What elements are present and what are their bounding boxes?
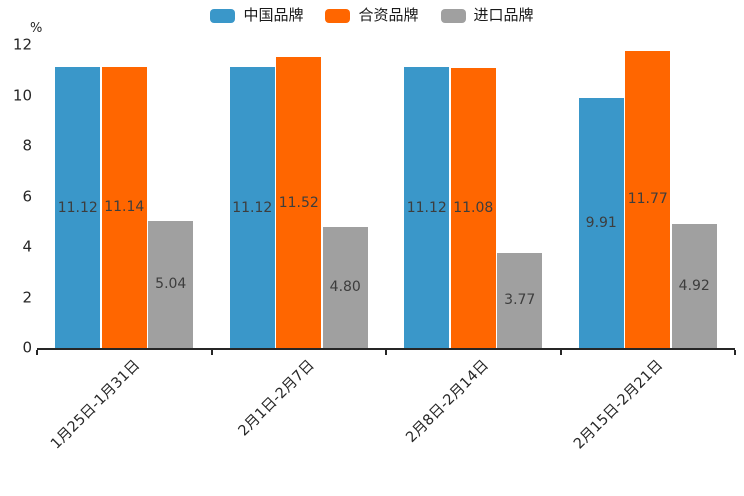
bar[interactable]: [671, 223, 717, 348]
bar-value-label: 11.12: [406, 199, 447, 216]
legend-swatch-icon: [210, 8, 236, 23]
bar[interactable]: [625, 50, 671, 348]
bar-value-label: 5.04: [155, 276, 187, 293]
bar-value-label: 11.12: [57, 199, 98, 216]
bar-value-label: 11.52: [278, 194, 319, 211]
bar[interactable]: [404, 67, 450, 348]
bar[interactable]: [497, 252, 543, 348]
bar[interactable]: [229, 67, 275, 348]
y-tick-label: 10: [12, 86, 32, 104]
legend-swatch-icon: [440, 8, 466, 23]
legend-item-series-1[interactable]: 中国品牌: [210, 8, 303, 23]
bar-value-label: 11.12: [232, 199, 273, 216]
x-category-label: 2月15日-2月21日: [571, 357, 667, 453]
y-tick-label: 12: [12, 35, 32, 54]
bar[interactable]: [148, 220, 194, 348]
x-axis-tick: [734, 350, 736, 355]
legend-item-series-2[interactable]: 合资品牌: [325, 6, 419, 24]
y-tick-label: 2: [22, 288, 32, 306]
bar[interactable]: [578, 97, 624, 348]
x-axis-tick: [210, 350, 213, 355]
x-category-label: 1月25日-1月31日: [47, 357, 143, 453]
bar-value-label: 3.77: [504, 292, 536, 309]
legend: 中国品牌 合资品牌 进口品牌: [0, 8, 744, 23]
legend-item-label: 中国品牌: [243, 6, 304, 24]
y-tick-label: 0: [22, 338, 32, 357]
x-axis-tick: [36, 350, 38, 355]
legend-item-label: 进口品牌: [473, 6, 534, 24]
x-category-label: 2月8日-2月14日: [403, 357, 492, 446]
bar[interactable]: [101, 66, 147, 348]
bar-value-label: 11.14: [104, 199, 145, 216]
x-category-label: 2月1日-2月7日: [235, 357, 318, 440]
y-axis-unit-label: %: [30, 21, 43, 36]
bar-value-label: 11.08: [453, 200, 494, 217]
bar[interactable]: [450, 68, 496, 348]
bar-value-label: 9.91: [585, 214, 617, 231]
y-tick-label: 4: [22, 237, 32, 256]
bar-value-label: 4.80: [329, 279, 361, 296]
x-axis-tick: [385, 350, 387, 355]
legend-item-label: 合资品牌: [358, 6, 419, 24]
bar[interactable]: [55, 67, 101, 348]
x-axis-line: [37, 348, 735, 350]
bar[interactable]: [276, 57, 322, 348]
x-axis-tick: [559, 350, 562, 355]
bar[interactable]: [322, 226, 368, 348]
bar-value-label: 11.77: [627, 191, 668, 208]
legend-item-series-3[interactable]: 进口品牌: [440, 6, 534, 24]
y-tick-label: 8: [22, 136, 32, 155]
bar-value-label: 4.92: [678, 277, 710, 294]
legend-swatch-icon: [325, 8, 351, 23]
y-tick-label: 6: [22, 187, 32, 205]
